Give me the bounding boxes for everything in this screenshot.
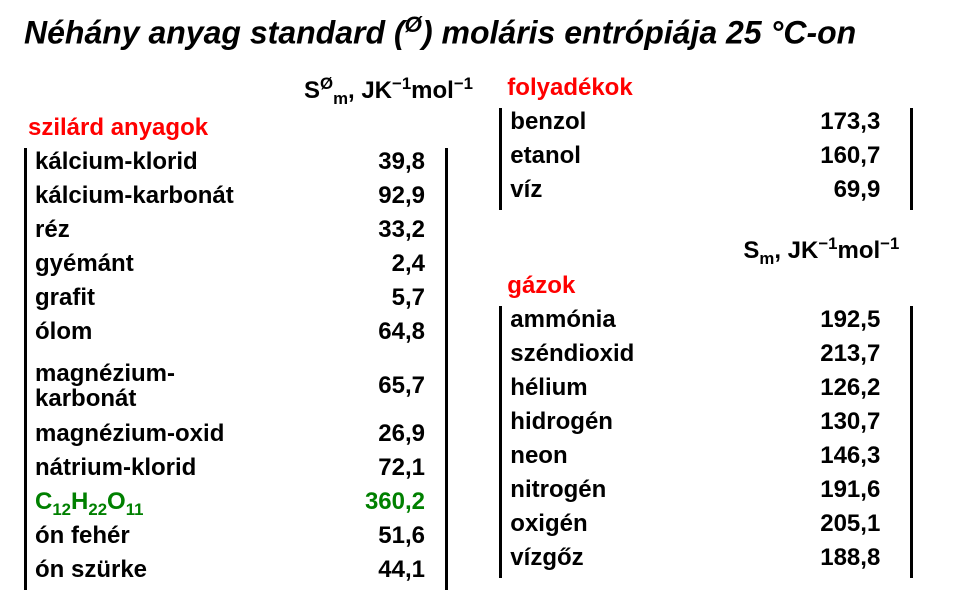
row-label: nitrogén xyxy=(506,476,700,504)
row-value: 26,9 xyxy=(293,420,431,448)
row-value: 72,1 xyxy=(293,454,431,482)
table-row: C12H22O11360,2 xyxy=(31,488,441,522)
table-row: hélium126,2 xyxy=(506,374,906,408)
row-label: ón szürke xyxy=(31,556,293,584)
row-value: 173,3 xyxy=(700,108,886,136)
table-row: grafit5,7 xyxy=(31,284,441,318)
row-value: 69,9 xyxy=(700,176,886,204)
row-label: magnézium-oxid xyxy=(31,420,293,448)
row-value: 192,5 xyxy=(700,306,886,334)
table-row: magnézium-oxid26,9 xyxy=(31,420,441,454)
table-row: ammónia192,5 xyxy=(506,306,906,340)
row-label: kálcium-karbonát xyxy=(31,182,293,210)
page-title: Néhány anyag standard (Ø) moláris entróp… xyxy=(24,12,935,52)
row-label: C12H22O11 xyxy=(31,488,293,520)
table-row: vízgőz188,8 xyxy=(506,544,906,578)
table-row: neon146,3 xyxy=(506,442,906,476)
table-row: gyémánt2,4 xyxy=(31,250,441,284)
row-value: 146,3 xyxy=(700,442,886,470)
table-row: magnézium-karbonát65,7 xyxy=(31,352,441,420)
right-table-gases: ammónia192,5széndioxid213,7hélium126,2hi… xyxy=(499,306,913,578)
left-table-body: kálcium-klorid39,8kálcium-karbonát92,9ré… xyxy=(24,148,448,590)
row-label: kálcium-klorid xyxy=(31,148,293,176)
row-label: vízgőz xyxy=(506,544,700,572)
row-label: ammónia xyxy=(506,306,700,334)
left-heading: szilárd anyagok xyxy=(24,114,298,142)
row-label: etanol xyxy=(506,142,700,170)
right-unit-label: Sm, JK−1mol−1 xyxy=(499,234,901,269)
row-value: 188,8 xyxy=(700,544,886,572)
right-heading-gases: gázok xyxy=(499,272,697,300)
row-value: 64,8 xyxy=(293,318,431,346)
table-row: kálcium-karbonát92,9 xyxy=(31,182,441,216)
row-label: ón fehér xyxy=(31,522,293,550)
row-value: 130,7 xyxy=(700,408,886,436)
table-row: etanol160,7 xyxy=(506,142,906,176)
row-label: gyémánt xyxy=(31,250,293,278)
row-value: 126,2 xyxy=(700,374,886,402)
table-row: széndioxid213,7 xyxy=(506,340,906,374)
row-label: ólom xyxy=(31,318,293,346)
row-value: 44,1 xyxy=(293,556,431,584)
right-table-liquids: benzol173,3etanol160,7víz69,9 xyxy=(499,108,913,210)
row-label: hidrogén xyxy=(506,408,700,436)
row-value: 160,7 xyxy=(700,142,886,170)
table-row: réz33,2 xyxy=(31,216,441,250)
table-row: benzol173,3 xyxy=(506,108,906,142)
row-value: 205,1 xyxy=(700,510,886,538)
row-value: 360,2 xyxy=(293,488,431,516)
row-value: 51,6 xyxy=(293,522,431,550)
table-row: nitrogén191,6 xyxy=(506,476,906,510)
row-value: 92,9 xyxy=(293,182,431,210)
table-row: ólom64,8 xyxy=(31,318,441,352)
row-label: víz xyxy=(506,176,700,204)
row-label: neon xyxy=(506,442,700,470)
row-value: 65,7 xyxy=(293,372,431,400)
table-row: ón fehér51,6 xyxy=(31,522,441,556)
table-row: oxigén205,1 xyxy=(506,510,906,544)
row-label: magnézium-karbonát xyxy=(31,361,293,411)
right-column: folyadékok benzol173,3etanol160,7víz69,9… xyxy=(499,74,935,596)
row-value: 39,8 xyxy=(293,148,431,176)
table-row: kálcium-klorid39,8 xyxy=(31,148,441,182)
row-value: 33,2 xyxy=(293,216,431,244)
row-label: hélium xyxy=(506,374,700,402)
row-value: 2,4 xyxy=(293,250,431,278)
left-unit-label: SØm, JK−1mol−1 xyxy=(24,74,499,109)
table-row: víz69,9 xyxy=(506,176,906,210)
left-column: SØm, JK−1mol−1 szilárd anyagok kálcium-k… xyxy=(24,74,499,596)
row-label: grafit xyxy=(31,284,293,312)
row-label: oxigén xyxy=(506,510,700,538)
row-label: benzol xyxy=(506,108,700,136)
row-value: 5,7 xyxy=(293,284,431,312)
row-label: széndioxid xyxy=(506,340,700,368)
table-row: ón szürke44,1 xyxy=(31,556,441,590)
right-heading-liquids: folyadékok xyxy=(499,74,697,102)
row-label: réz xyxy=(31,216,293,244)
table-row: nátrium-klorid72,1 xyxy=(31,454,441,488)
row-value: 213,7 xyxy=(700,340,886,368)
row-label: nátrium-klorid xyxy=(31,454,293,482)
row-value: 191,6 xyxy=(700,476,886,504)
table-row: hidrogén130,7 xyxy=(506,408,906,442)
